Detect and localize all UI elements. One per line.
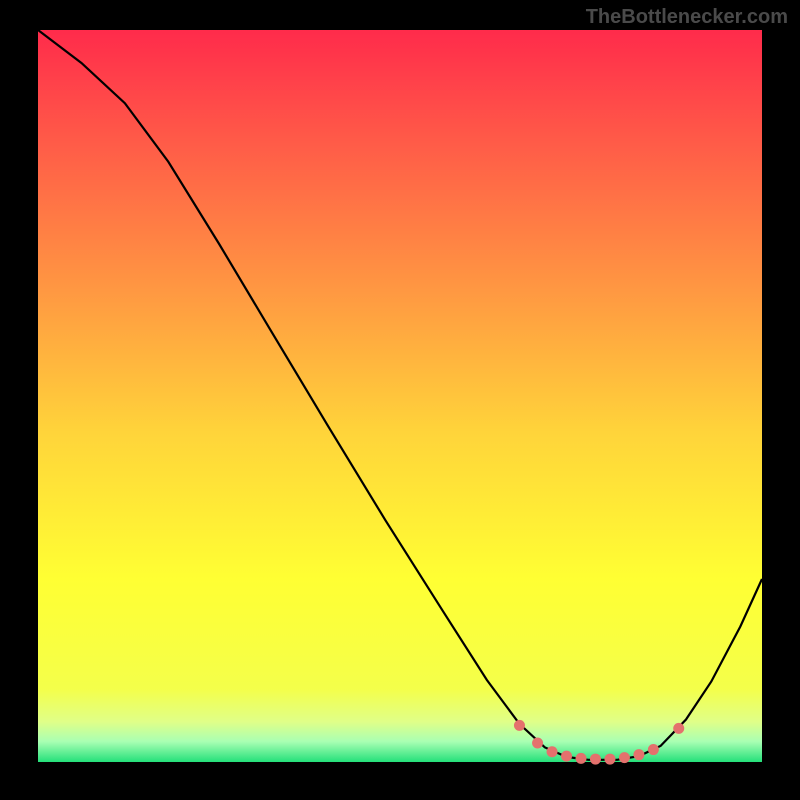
optimal-marker (547, 746, 558, 757)
optimal-marker (619, 752, 630, 763)
chart-container: TheBottlenecker.com (0, 0, 800, 800)
optimal-marker (633, 749, 644, 760)
optimal-marker (648, 744, 659, 755)
optimal-marker (604, 754, 615, 765)
optimal-marker (561, 751, 572, 762)
optimal-marker (590, 754, 601, 765)
optimal-marker (673, 723, 684, 734)
chart-svg (0, 0, 800, 800)
watermark-text: TheBottlenecker.com (586, 6, 788, 29)
plot-background (38, 30, 762, 762)
optimal-marker (576, 753, 587, 764)
optimal-marker (532, 737, 543, 748)
optimal-marker (514, 720, 525, 731)
